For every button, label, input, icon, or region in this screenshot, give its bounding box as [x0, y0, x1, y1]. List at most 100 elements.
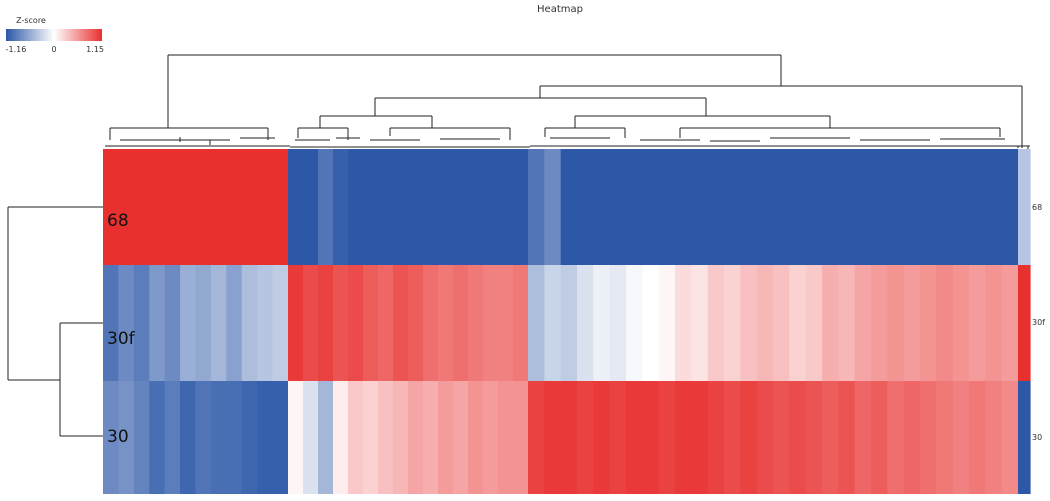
heatmap-cell	[1018, 265, 1031, 381]
heatmap-cell	[103, 265, 120, 381]
heatmap-cell	[468, 265, 484, 381]
heatmap-cell	[438, 381, 454, 494]
heatmap-cell	[408, 265, 424, 381]
legend-gradient-bar	[6, 29, 102, 41]
heatmap-cell	[528, 381, 545, 494]
heatmap-cell	[423, 265, 439, 381]
row-labels-left: 68 30f 30	[107, 211, 136, 447]
heatmap-cell	[903, 149, 921, 265]
heatmap-cell	[118, 149, 135, 265]
heatmap-cell	[393, 265, 409, 381]
heatmap-cell	[707, 381, 725, 494]
heatmap-cell	[593, 149, 611, 265]
heatmap-cell	[920, 381, 937, 494]
heatmap-cell	[822, 265, 839, 381]
heatmap-cell	[691, 149, 709, 265]
heatmap-cell	[871, 265, 888, 381]
color-legend: Z-score -1.16 0 1.15	[6, 16, 104, 54]
heatmap-cell	[724, 381, 741, 494]
heatmap-cell	[854, 381, 872, 494]
right-label-68: 68	[1032, 203, 1042, 212]
heatmap-cell	[408, 381, 424, 494]
heatmap-cell	[288, 149, 304, 265]
heatmap-cell	[805, 265, 823, 381]
heatmap-cell	[363, 265, 379, 381]
heatmap-cell	[272, 265, 289, 381]
legend-max-label: 1.15	[86, 45, 104, 54]
heatmap-cell	[226, 381, 243, 494]
heatmap-cell	[577, 149, 594, 265]
heatmap-cell	[133, 265, 150, 381]
heatmap-cell	[626, 381, 643, 494]
heatmap-cell	[333, 381, 349, 494]
heatmap-cell	[887, 265, 905, 381]
legend-min-label: -1.16	[6, 45, 27, 54]
heatmap-cell	[257, 149, 274, 265]
row-label-68: 68	[107, 211, 129, 231]
heatmap-cell	[838, 381, 856, 494]
heatmap-cell	[393, 381, 409, 494]
heatmap-cell	[483, 265, 499, 381]
heatmap-cell	[642, 265, 660, 381]
heatmap-cell	[288, 381, 304, 494]
heatmap-cell	[164, 381, 181, 494]
heatmap-cell	[195, 149, 212, 265]
heatmap-cell	[707, 149, 725, 265]
heatmap-cell	[363, 149, 379, 265]
heatmap-cell	[303, 265, 319, 381]
heatmap-cell	[903, 381, 921, 494]
heatmap-cell	[822, 149, 839, 265]
heatmap-cell	[103, 381, 120, 494]
heatmap-cell	[805, 381, 823, 494]
heatmap-cell	[560, 265, 578, 381]
heatmap-cell	[393, 149, 409, 265]
right-label-30: 30	[1032, 433, 1042, 442]
heatmap-cell	[871, 381, 888, 494]
heatmap-cell	[969, 381, 986, 494]
heatmap-cell	[468, 381, 484, 494]
heatmap-cell	[423, 381, 439, 494]
heatmap-cell	[498, 265, 514, 381]
heatmap-cell	[985, 149, 1003, 265]
heatmap-cell	[333, 149, 349, 265]
heatmap-cell	[318, 265, 334, 381]
heatmap-cell	[378, 149, 394, 265]
heatmap-cell	[149, 381, 166, 494]
heatmap-cell	[498, 381, 514, 494]
heatmap-cell	[724, 265, 741, 381]
heatmap-cell	[658, 381, 676, 494]
heatmap-cell	[483, 381, 499, 494]
heatmap-cell	[288, 265, 304, 381]
heatmap-cell	[1001, 381, 1019, 494]
heatmap-cell	[180, 381, 197, 494]
heatmap-cell	[985, 265, 1003, 381]
heatmap-cell	[483, 149, 499, 265]
heatmap-cell	[1018, 149, 1031, 265]
legend-mid-label: 0	[51, 45, 56, 54]
heatmap-cell	[378, 265, 394, 381]
heatmap-cell	[195, 265, 212, 381]
heatmap-cell	[544, 381, 562, 494]
heatmap-cells	[103, 149, 1031, 494]
heatmap-cell	[363, 381, 379, 494]
heatmap-cell	[210, 149, 227, 265]
heatmap-cell	[936, 265, 954, 381]
heatmap-cell	[675, 381, 692, 494]
heatmap-cell	[724, 149, 741, 265]
heatmap-cell	[348, 149, 364, 265]
heatmap-cell	[257, 381, 274, 494]
heatmap-cell	[348, 265, 364, 381]
heatmap-cell	[226, 149, 243, 265]
heatmap-cell	[544, 265, 562, 381]
heatmap-cell	[658, 149, 676, 265]
row-dendrogram	[7, 206, 103, 437]
heatmap-cell	[805, 149, 823, 265]
heatmap-cell	[180, 265, 197, 381]
heatmap-cell	[318, 149, 334, 265]
heatmap-cell	[789, 265, 807, 381]
heatmap-cell	[675, 149, 692, 265]
heatmap-cell	[756, 149, 774, 265]
heatmap-cell	[789, 381, 807, 494]
heatmap-cell	[318, 381, 334, 494]
heatmap-cell	[133, 149, 150, 265]
